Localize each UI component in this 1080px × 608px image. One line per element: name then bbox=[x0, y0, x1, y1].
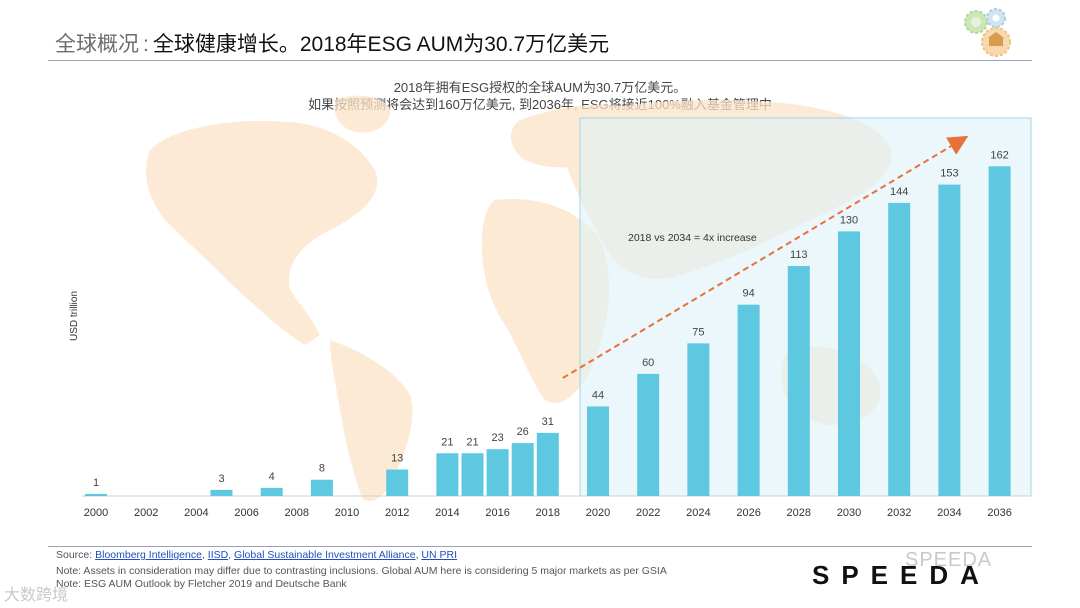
source-link-iisd[interactable]: IISD bbox=[207, 549, 229, 561]
value-label-2016: 23 bbox=[491, 432, 503, 444]
x-tick-2014: 2014 bbox=[435, 507, 459, 519]
x-tick-2012: 2012 bbox=[385, 507, 409, 519]
value-label-2030: 130 bbox=[840, 214, 858, 226]
x-tick-2020: 2020 bbox=[586, 507, 610, 519]
x-tick-2010: 2010 bbox=[335, 507, 359, 519]
value-label-2032: 144 bbox=[890, 186, 908, 198]
x-tick-2024: 2024 bbox=[686, 507, 710, 519]
x-tick-labels-layer: 2000 2002 2004 2006 2008 2010 2012 2014 2016 2018… bbox=[84, 507, 1012, 519]
x-tick-2032: 2032 bbox=[887, 507, 911, 519]
value-label-2018: 31 bbox=[542, 416, 554, 428]
bar-2016 bbox=[486, 449, 509, 496]
title-separator: : bbox=[143, 33, 149, 56]
value-label-2007: 4 bbox=[269, 471, 275, 483]
trend-arrow bbox=[562, 135, 969, 379]
x-tick-2036: 2036 bbox=[987, 507, 1011, 519]
value-label-2017: 26 bbox=[517, 426, 529, 438]
value-label-2000: 1 bbox=[93, 477, 99, 489]
bar-2017 bbox=[511, 443, 534, 496]
bar-2009 bbox=[310, 479, 333, 496]
value-label-2026: 94 bbox=[742, 288, 754, 300]
page-title: 全球概况: 全球健康增长。2018年ESG AUM为30.7万亿美元 bbox=[55, 28, 609, 58]
title-prefix: 全球概况 bbox=[55, 33, 139, 56]
value-label-2015: 21 bbox=[466, 436, 478, 448]
bar-2030 bbox=[838, 231, 860, 497]
bar-2014 bbox=[436, 453, 459, 496]
value-label-2034: 153 bbox=[940, 168, 958, 180]
value-label-2005: 3 bbox=[218, 473, 224, 485]
bar-2012 bbox=[386, 469, 409, 496]
bar-2007 bbox=[260, 487, 283, 496]
x-tick-2028: 2028 bbox=[787, 507, 811, 519]
x-tick-2016: 2016 bbox=[485, 507, 509, 519]
value-label-2009: 8 bbox=[319, 463, 325, 475]
speeda-logo: SPEEDA bbox=[812, 560, 991, 590]
bar-2015 bbox=[461, 453, 484, 496]
x-tick-2000: 2000 bbox=[84, 507, 108, 519]
footer-note-2: Note: ESG AUM Outlook by Fletcher 2019 a… bbox=[56, 578, 347, 590]
bars-layer bbox=[85, 166, 1011, 497]
x-tick-2002: 2002 bbox=[134, 507, 158, 519]
value-label-2036: 162 bbox=[990, 149, 1008, 161]
footer-divider bbox=[48, 546, 1032, 547]
value-label-2022: 60 bbox=[642, 357, 654, 369]
y-axis-label: USD trillion bbox=[69, 291, 80, 341]
title-divider bbox=[48, 60, 1032, 61]
x-tick-2034: 2034 bbox=[937, 507, 961, 519]
x-tick-2006: 2006 bbox=[234, 507, 258, 519]
x-tick-2022: 2022 bbox=[636, 507, 660, 519]
bar-2000 bbox=[85, 493, 107, 496]
bar-2024 bbox=[687, 343, 710, 496]
value-label-2024: 75 bbox=[692, 326, 704, 338]
bar-2032 bbox=[888, 202, 911, 496]
bar-2005 bbox=[210, 489, 233, 496]
footer-note: Note: Assets in consideration may differ… bbox=[56, 565, 667, 577]
growth-annotation: 2018 vs 2034 = 4x increase bbox=[628, 232, 757, 244]
x-tick-2026: 2026 bbox=[736, 507, 760, 519]
footer-sources: Source: Bloomberg Intelligence, IISD, Gl… bbox=[56, 549, 458, 561]
x-tick-2004: 2004 bbox=[184, 507, 208, 519]
title-main: 全球健康增长。2018年ESG AUM为30.7万亿美元 bbox=[152, 33, 610, 56]
value-label-2014: 21 bbox=[441, 436, 453, 448]
source-link-bloomberg[interactable]: Bloomberg Intelligence bbox=[95, 549, 202, 561]
chart-subtitle-line1: 2018年拥有ESG授权的全球AUM为30.7万亿美元。 bbox=[393, 80, 687, 95]
bar-2034 bbox=[938, 184, 961, 496]
source-link-gsia[interactable]: Global Sustainable Investment Alliance bbox=[234, 549, 416, 561]
bar-2036 bbox=[988, 166, 1011, 496]
bar-2028 bbox=[787, 266, 810, 496]
watermark-right: SPEEDA bbox=[905, 549, 993, 571]
source-link-unpri[interactable]: UN PRI bbox=[421, 549, 458, 561]
source-label: Source: bbox=[56, 549, 93, 561]
gears-logo-icon bbox=[964, 8, 1011, 57]
bar-2022 bbox=[637, 373, 660, 496]
value-label-2012: 13 bbox=[391, 453, 403, 465]
x-tick-2008: 2008 bbox=[285, 507, 309, 519]
value-label-2020: 44 bbox=[592, 389, 604, 401]
watermark-left: 大数跨境 bbox=[4, 587, 69, 604]
x-tick-2030: 2030 bbox=[837, 507, 861, 519]
bar-2018 bbox=[536, 432, 559, 496]
bar-2026 bbox=[737, 304, 760, 496]
x-tick-2018: 2018 bbox=[536, 507, 560, 519]
value-label-2028: 113 bbox=[790, 249, 808, 261]
bar-2020 bbox=[587, 406, 609, 496]
